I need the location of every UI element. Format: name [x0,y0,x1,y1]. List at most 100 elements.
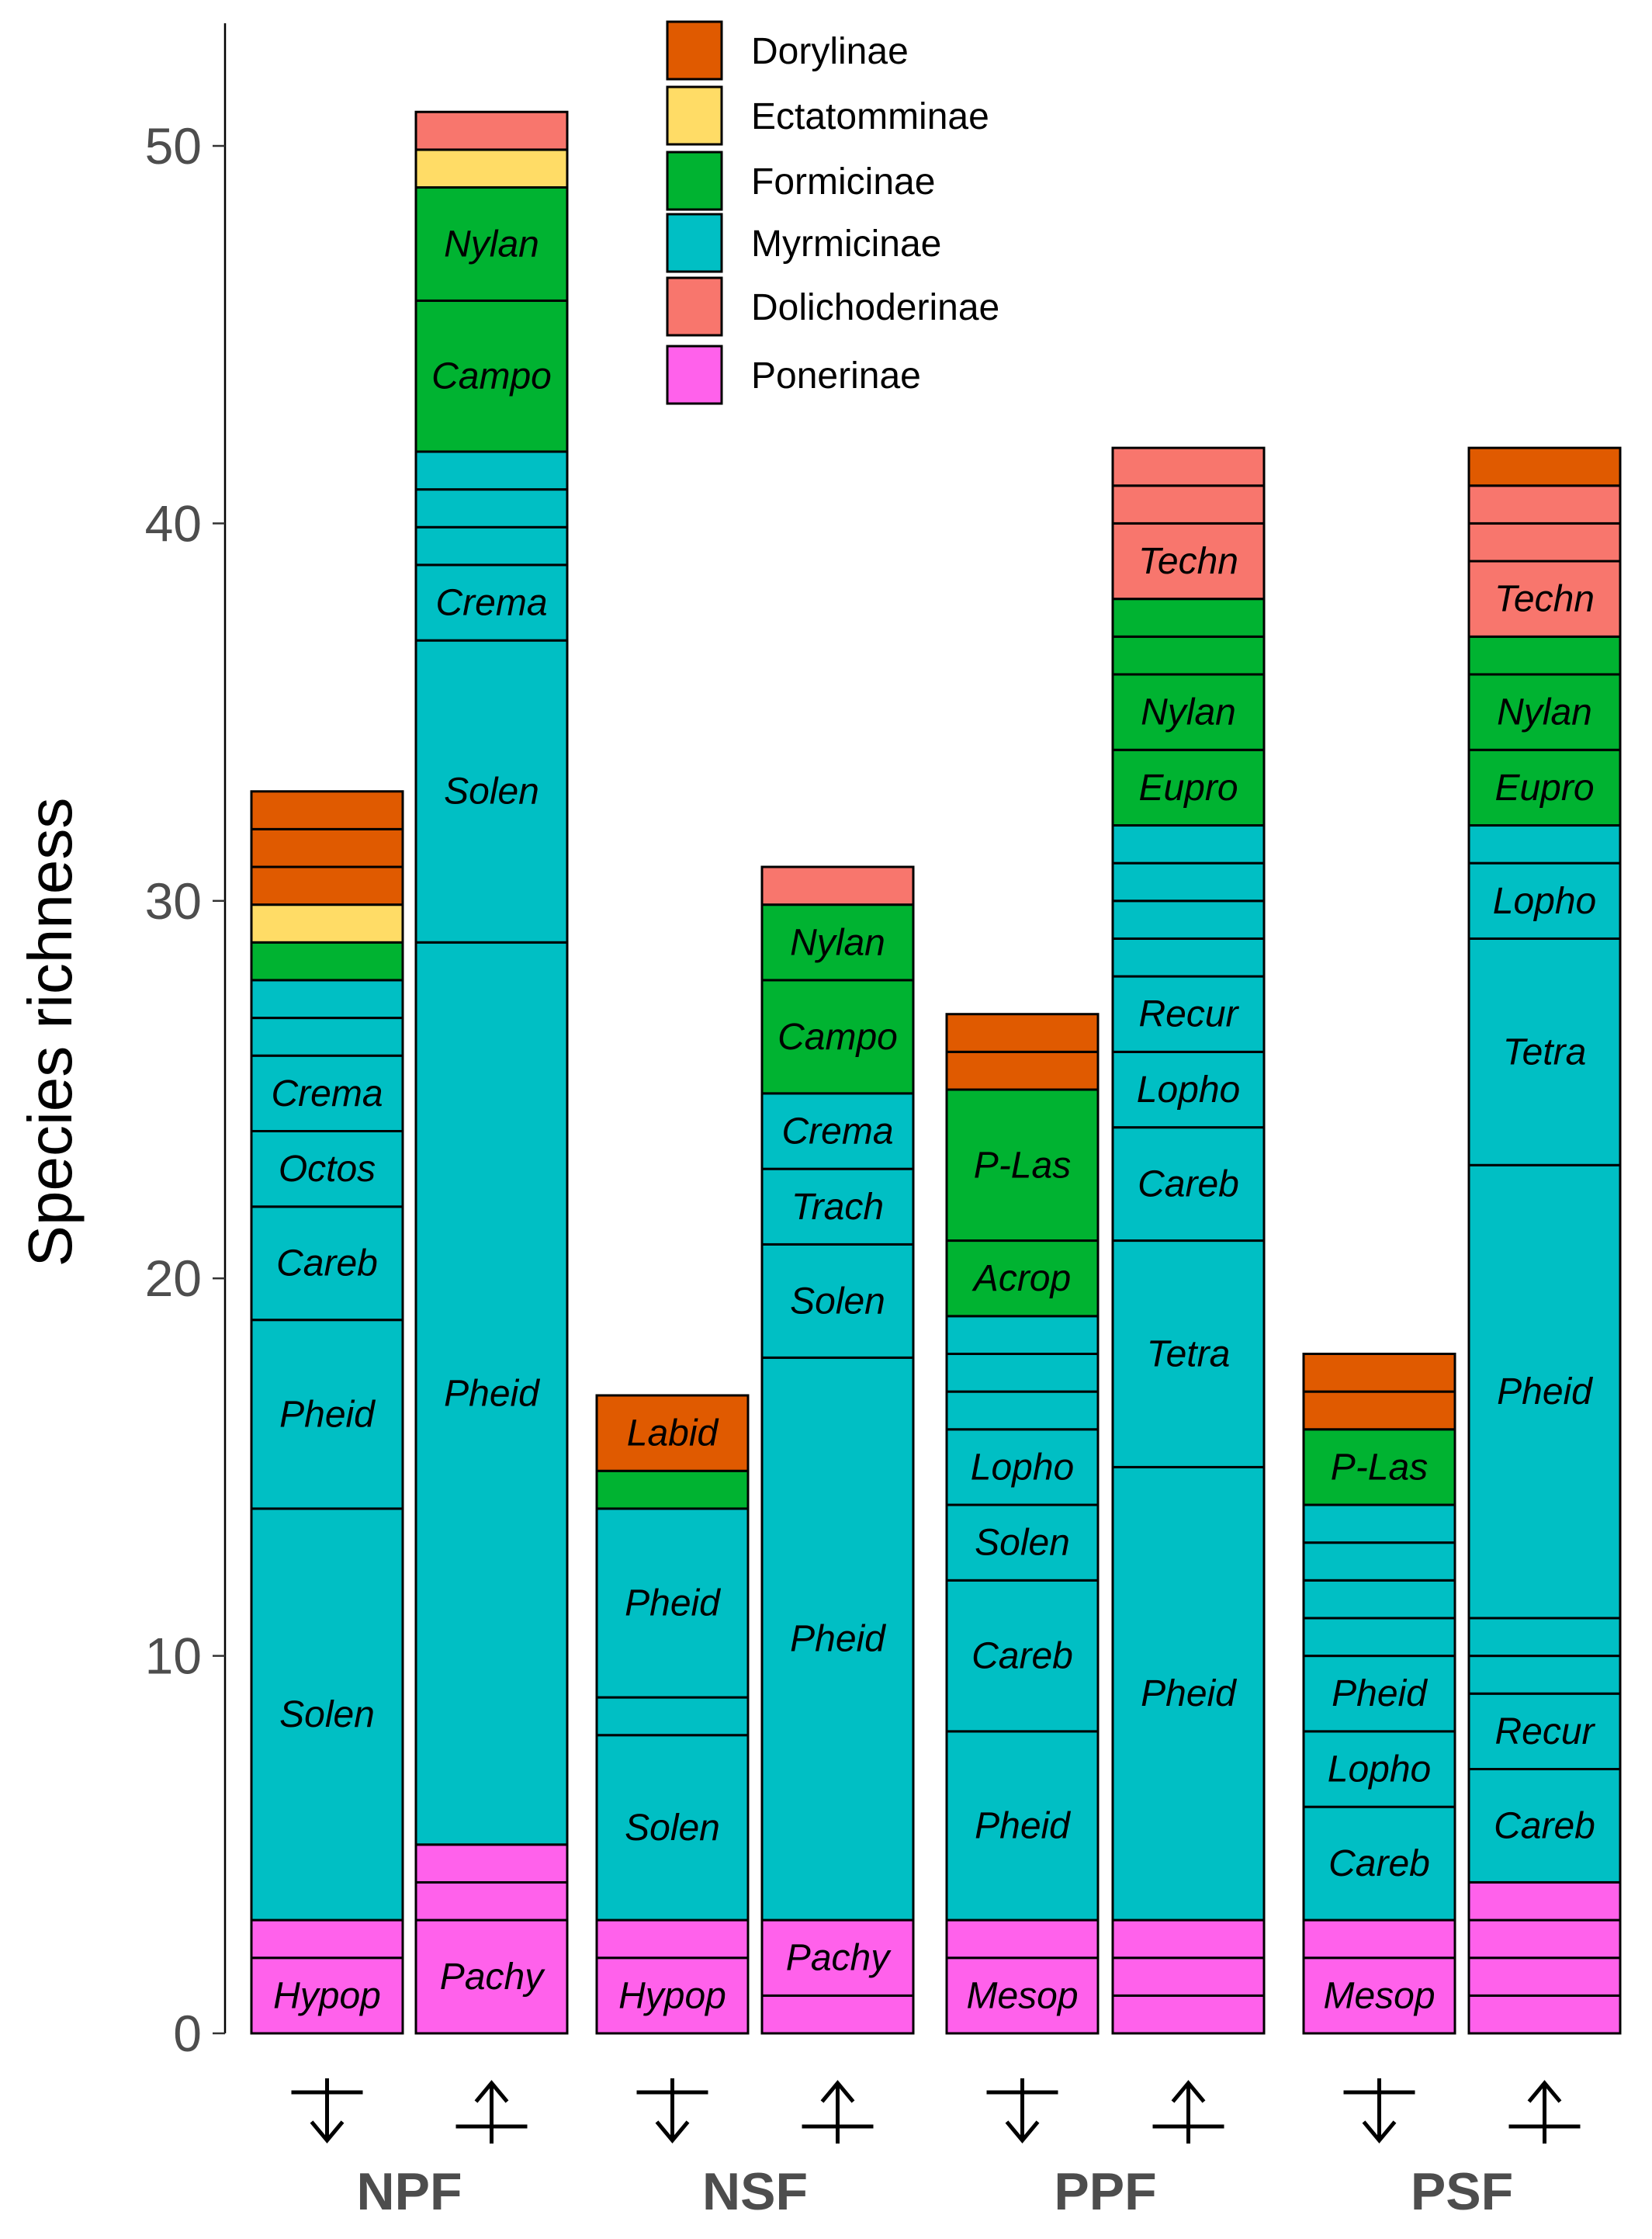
bar-segment [1467,1918,1622,1960]
segment-labels: Hypop Solen Pheid Careb Octos Crema Pachy Pheid… [271,224,1596,2016]
up-arrow-icon [1152,2080,1224,2144]
bar-segment [414,186,569,302]
bar-segment [414,941,569,1846]
bar-segment [945,1730,1100,1922]
genus-label: Techn [1138,541,1238,582]
genus-label: Techn [1494,579,1595,620]
bar-segment [1467,560,1622,638]
bar-segment [250,1205,404,1322]
genus-label: Campo [778,1017,898,1058]
bar-segment [414,1880,569,1922]
genus-label: Nylan [1141,692,1236,733]
bar-segment [1111,937,1266,978]
bar-segment [760,865,915,906]
genus-label: Octos [279,1149,376,1190]
bar-segment [760,1092,915,1170]
bar-segment [1467,1163,1622,1620]
genus-label: Campo [431,356,552,397]
bar-segment [945,1088,1100,1243]
bar-segment [1467,1655,1622,1695]
genus-label: Solen [279,1694,375,1735]
bar-segment [1111,824,1266,865]
genus-label: Crema [271,1073,383,1114]
bar-segment [1302,1579,1456,1620]
genus-label: Crema [781,1111,893,1152]
genus-label: Pheid [975,1805,1071,1846]
bar-segment [1111,1239,1266,1468]
bar-segment [1467,1692,1622,1771]
bar-segment [1467,1880,1622,1922]
bar-segment [945,1428,1100,1506]
genus-label: Labid [627,1413,719,1454]
y-tick-label: 0 [173,2005,202,2062]
genus-label: Recur [1138,994,1239,1035]
bar-segment [595,1394,750,1472]
bars [250,110,1622,2035]
genus-label: Trach [791,1187,884,1228]
genus-label: Crema [435,583,547,624]
bar-segment [760,903,915,982]
legend-label: Myrmicinae [751,224,941,265]
bar-segment [945,1239,1100,1318]
genus-label: Nylan [790,922,885,963]
bar-segment [1111,861,1266,903]
bar-segment [595,1957,750,2035]
genus-label: Acrop [971,1258,1071,1299]
up-arrow-icon [455,2080,528,2144]
genus-label: Pheid [279,1394,376,1435]
bar-segment [1467,522,1622,563]
genus-label: Solen [444,771,539,813]
bar-segment [1467,673,1622,751]
bar-segment [414,563,569,642]
legend-swatch [666,85,723,146]
bar-segment [1467,824,1622,865]
bar-segment [760,1994,915,2035]
down-arrow-icon [291,2078,363,2144]
bar-segment [1467,484,1622,525]
bar-segment [250,865,404,906]
genus-label: Pheid [625,1583,721,1624]
bar-segment [1111,1918,1266,1960]
bar-segment [760,979,915,1095]
bar-segment [1302,1352,1456,1393]
y-tick-label: 40 [145,494,202,552]
legend-swatch [666,276,723,337]
bar-segment [250,1957,404,2035]
bar-segment [1111,673,1266,751]
bar-segment [760,1356,915,1922]
bar-segment [414,1918,569,2035]
genus-label: Tetra [1503,1031,1587,1073]
genus-label: Pheid [1141,1673,1237,1714]
bar-segment [250,1054,404,1133]
bar-segment [1111,484,1266,525]
bar-segment [250,941,404,982]
legend: Dorylinae Ectatomminae Formicinae Myrmicina… [666,20,999,405]
bar-segment [414,450,569,491]
bar-segment [250,903,404,944]
bar-segment [595,1696,750,1737]
genus-label: Solen [790,1281,885,1322]
legend-label: Dorylinae [751,31,909,72]
genus-label: P-Las [974,1145,1071,1186]
genus-label: Pachy [440,1957,545,1998]
bar-segment [1302,1655,1456,1733]
bar-segment [945,1352,1100,1393]
bar-segment [250,1918,404,1960]
bar-segment [250,790,404,830]
genus-label: Careb [1138,1164,1239,1205]
legend-label: Formicinae [751,161,935,203]
bar-segment [1467,748,1622,827]
genus-label: Careb [1328,1843,1430,1884]
bar-segment [595,1734,750,1922]
genus-label: Recur [1494,1711,1595,1752]
bar-segment [1111,1957,1266,1997]
genus-label: Lopho [971,1447,1074,1488]
bar-segment [414,148,569,189]
bar-segment [414,110,569,151]
genus-label: Lopho [1137,1069,1240,1111]
x-axis: NPF NSF PPF PSF [291,2078,1581,2221]
legend-label: Ectatomminae [751,96,989,137]
bar-segment [414,639,569,944]
legend-label: Ponerinae [751,355,921,397]
